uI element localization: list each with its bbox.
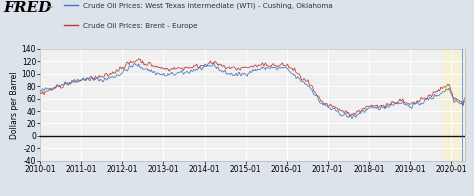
- Bar: [441, 49, 465, 161]
- Text: Crude Oil Prices: Brent - Europe: Crude Oil Prices: Brent - Europe: [83, 23, 198, 29]
- Y-axis label: Dollars per Barrel: Dollars per Barrel: [10, 71, 19, 139]
- Text: ~: ~: [46, 3, 55, 13]
- Text: FRED: FRED: [4, 1, 52, 15]
- Text: Crude Oil Prices: West Texas Intermediate (WTI) - Cushing, Oklahoma: Crude Oil Prices: West Texas Intermediat…: [83, 3, 333, 9]
